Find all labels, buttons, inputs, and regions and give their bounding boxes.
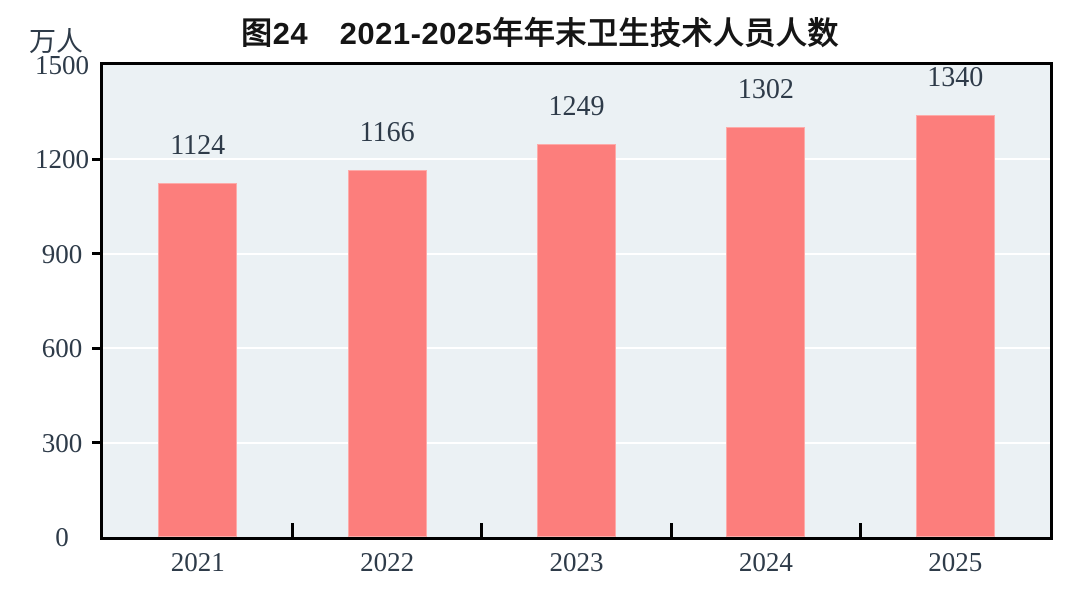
bar-value-label: 1249 [548, 90, 605, 122]
bar [537, 143, 616, 537]
y-axis-tick [92, 346, 103, 350]
y-axis-unit-label: 万人 [29, 27, 83, 57]
y-axis-tick-label: 1500 [35, 50, 89, 80]
x-axis-tick [859, 523, 863, 537]
x-axis-tick-label: 2024 [738, 547, 793, 577]
x-axis-tick-label: 2021 [170, 547, 225, 577]
x-axis-tick [669, 523, 673, 537]
bar-value-label: 1124 [170, 130, 226, 162]
y-axis-tick-label: 0 [55, 522, 69, 552]
bar-value-label: 1166 [359, 117, 415, 149]
chart-title: 图24 2021-2025年年末卫生技术人员人数 [241, 16, 839, 51]
y-axis-tick-label: 600 [41, 333, 83, 364]
bar-value-label: 1302 [737, 74, 794, 106]
y-axis-tick [92, 157, 103, 161]
x-axis-tick [480, 523, 484, 537]
bar [347, 170, 427, 537]
y-axis-tick-label: 900 [41, 238, 83, 269]
y-axis-tick-label: 300 [41, 427, 83, 458]
bar [726, 127, 806, 537]
y-axis-tick [92, 441, 103, 445]
x-axis-tick [290, 523, 294, 537]
bar-value-label: 1340 [927, 62, 984, 94]
y-axis-tick-label: 1200 [35, 144, 89, 175]
bar [158, 183, 238, 537]
x-axis-tick-label: 2023 [549, 547, 604, 577]
x-axis-tick-label: 2022 [360, 547, 415, 577]
bar [915, 115, 995, 537]
x-axis-tick-label: 2025 [928, 547, 983, 577]
y-axis-tick [92, 252, 103, 256]
